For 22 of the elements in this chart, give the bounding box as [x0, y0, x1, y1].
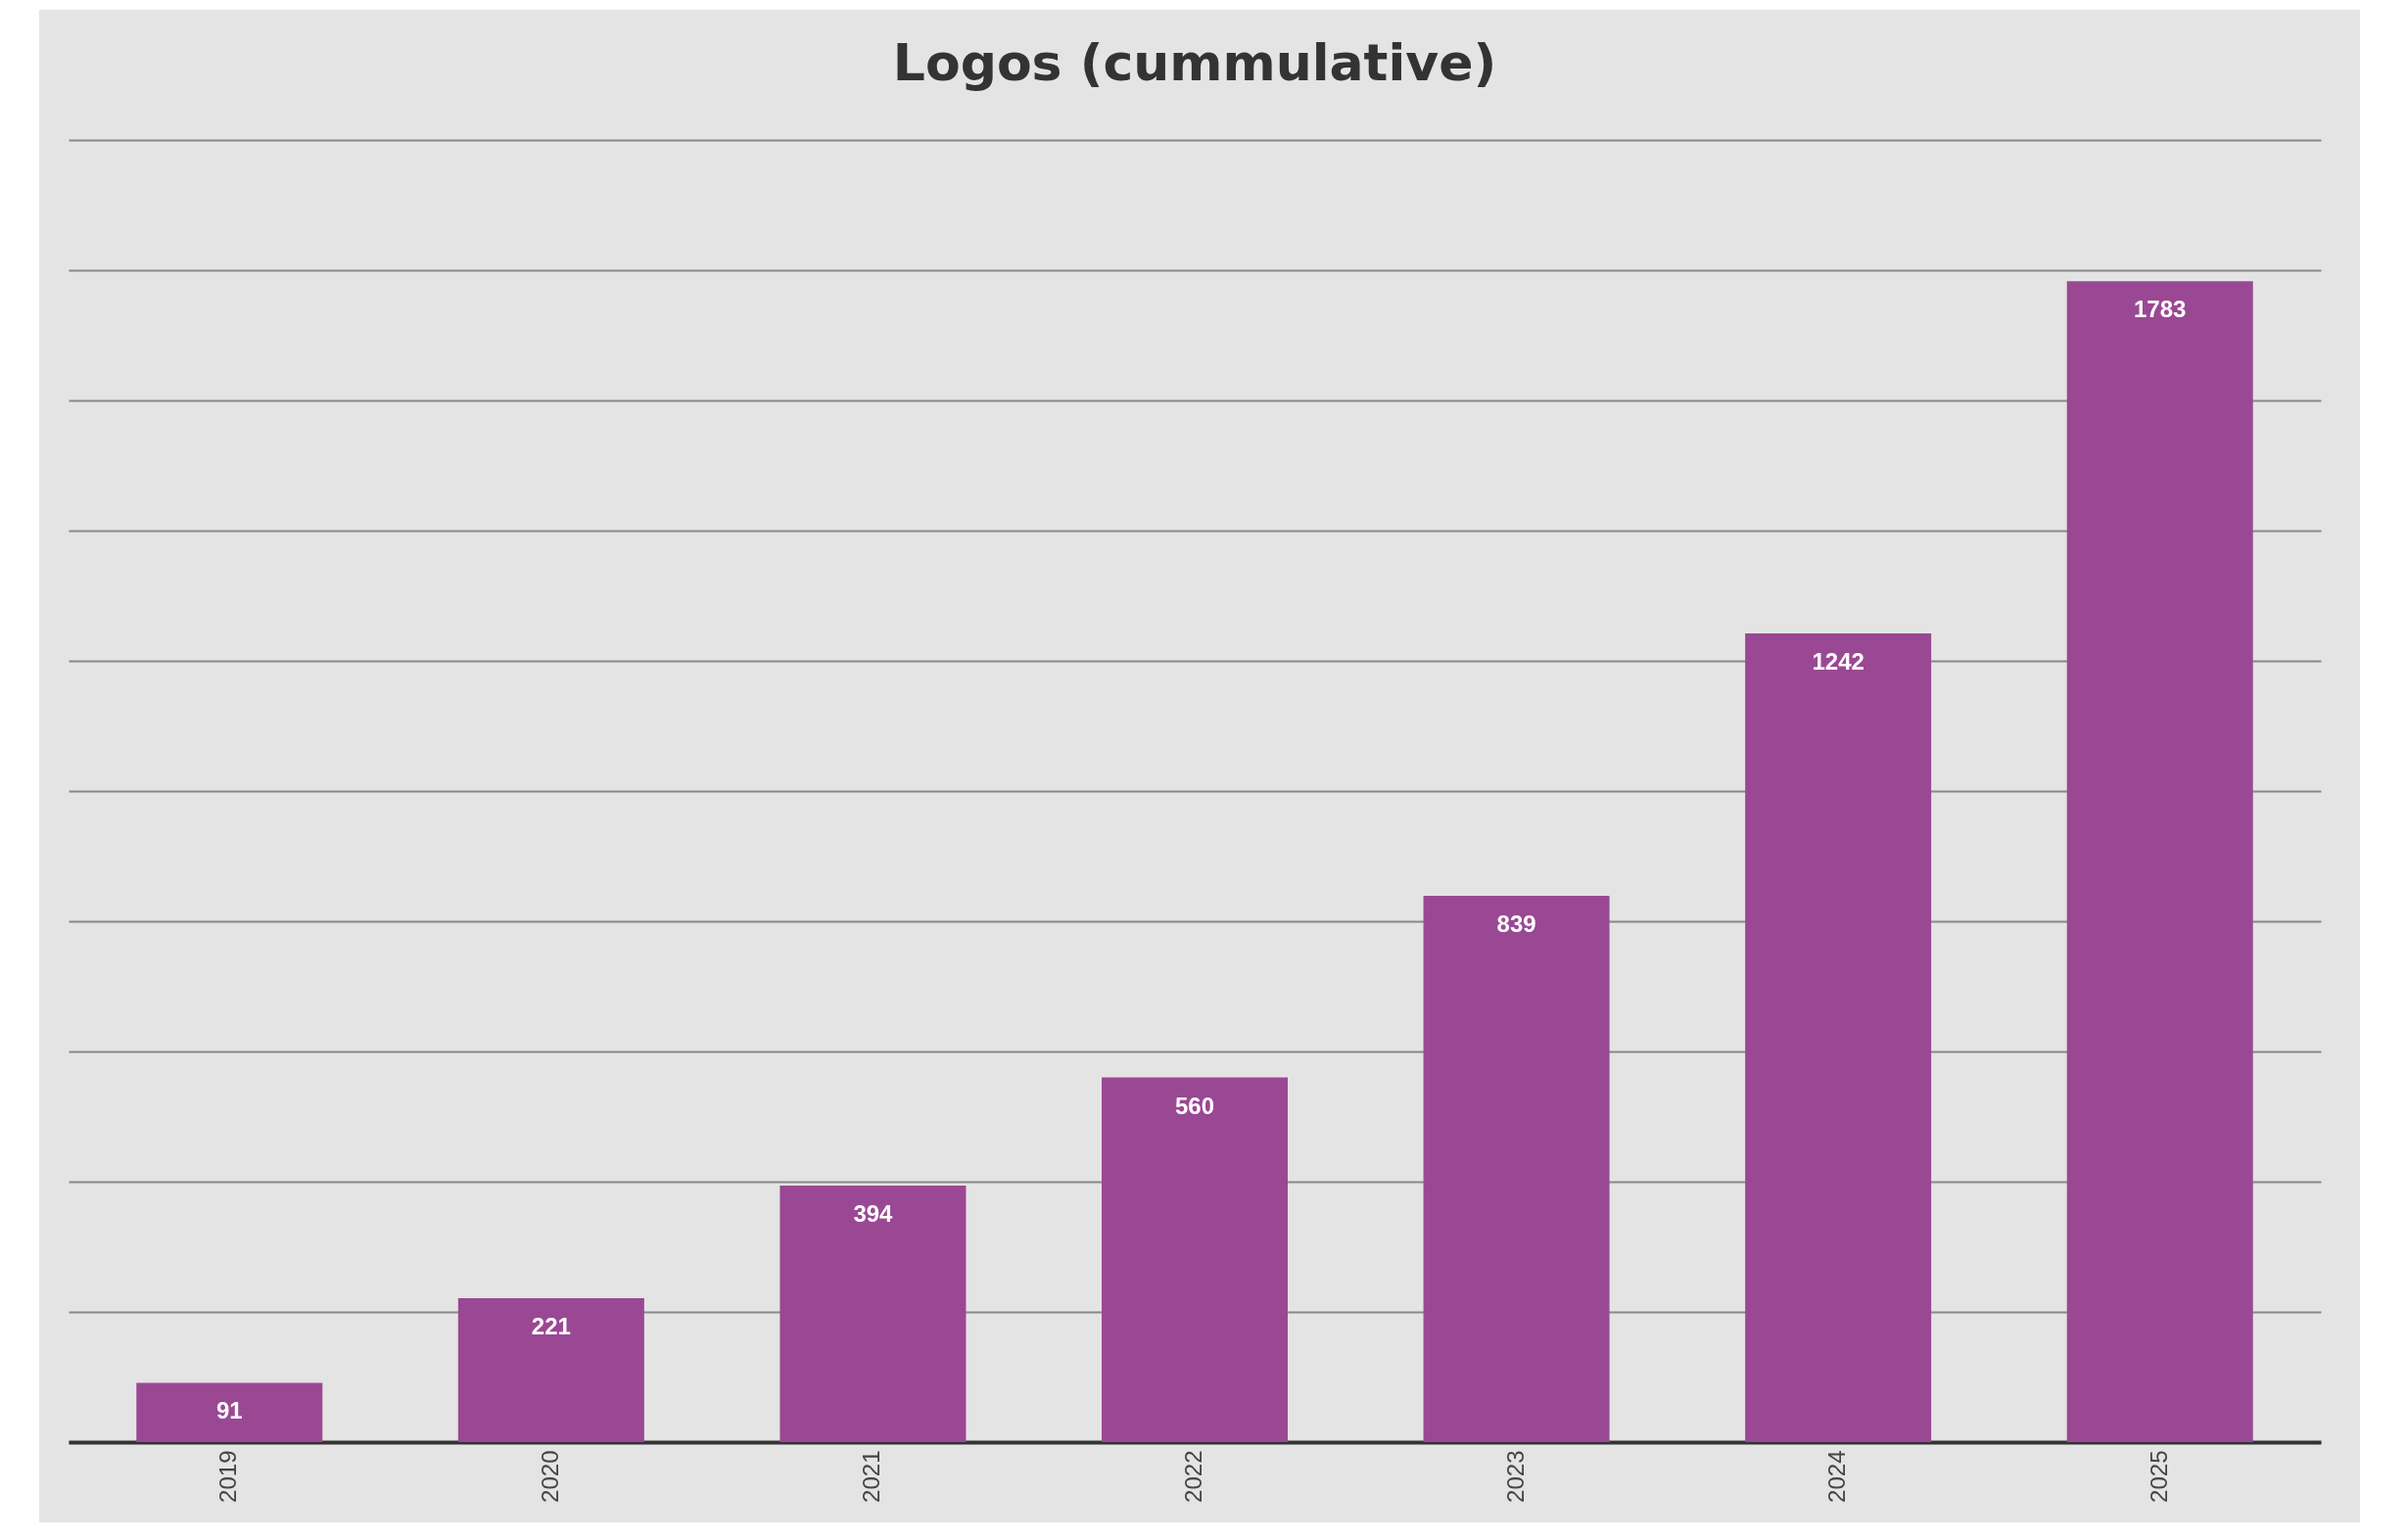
x-tick-label: 2025	[2145, 1450, 2172, 1503]
x-tick-label: 2023	[1501, 1450, 1529, 1503]
x-tick-label: 2020	[536, 1450, 563, 1503]
x-tick-label: 2022	[1180, 1450, 1206, 1503]
chart-title: Logos (cummulative)	[892, 33, 1497, 92]
data-label: 560	[1174, 1092, 1215, 1119]
bar	[1102, 1077, 1288, 1442]
bar	[779, 1185, 967, 1442]
data-label: 839	[1496, 910, 1536, 938]
x-tick-label: 2024	[1823, 1450, 1851, 1503]
bar	[2066, 281, 2253, 1442]
data-label: 394	[853, 1199, 894, 1227]
x-tick-label: 2021	[858, 1450, 885, 1503]
bar	[1745, 633, 1932, 1442]
bar	[457, 1298, 644, 1442]
bar	[1423, 896, 1610, 1442]
bar	[136, 1382, 323, 1442]
x-tick-label: 2019	[214, 1450, 242, 1503]
data-label: 1783	[2134, 296, 2187, 323]
data-label: 91	[215, 1397, 243, 1424]
data-label: 1242	[1812, 648, 1864, 676]
data-label: 221	[531, 1313, 571, 1340]
